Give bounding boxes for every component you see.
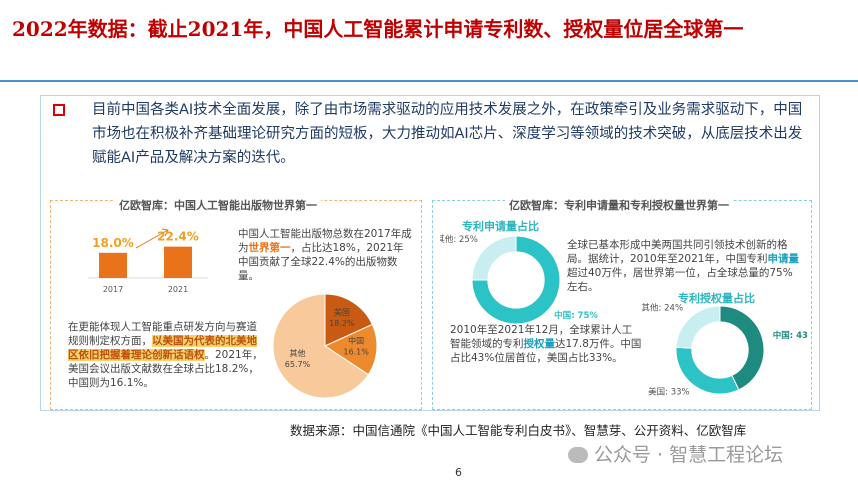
panel-heading: 亿欧智库：专利申请量和专利授权量世界第一 [505,197,733,213]
value-label: 43% [796,331,808,341]
category-label: 其他 [290,348,306,358]
text-block: 2010年至2021年12月，全球累计人工智能领域的专利授权量达17.8万件。中… [450,323,642,365]
value-label: 65.7% [285,360,311,369]
bar [164,246,192,278]
data-label: 22.4% [157,230,199,244]
chart-title: 专利授权量占比 [678,292,755,305]
category-label: 美国 [334,307,350,317]
category-label: 美国 [648,387,665,398]
title-rule [0,80,858,82]
highlight: 申请量 [767,253,799,265]
slice [471,235,561,325]
text: 超过40万件，居世界第一位，占全球总量的75%左右。 [567,267,793,293]
text-block: 中国人工智能出版物总数在2017年成为世界第一，占比达18%，2021年中国贡献… [238,227,413,283]
donut-chart: 中国: 75% 其他: 25% [440,234,598,325]
value-label: 18.2% [329,319,355,328]
watermark-text: 公众号 · 智慧工程论坛 [594,444,784,466]
value-label: 75% [578,311,599,321]
text: 。2021年，美国会议出版文献数在全球占比18.2%，中国则为16.1%。 [68,349,263,389]
trend-arrow [135,228,169,249]
text: 达17.8万件。中国占比43%位居首位，美国占比33%。 [450,338,642,364]
category-label: 中国 [348,335,364,345]
panel-heading: 亿欧智库：中国人工智能出版物世界第一 [115,197,321,213]
chart-title: 专利申请量占比 [462,220,539,233]
slice-label: 其他: 24% [642,303,684,314]
intro-text: 目前中国各类AI技术全面发展，除了由市场需求驱动的应用技术发展之外，在政策牵引及… [92,102,803,166]
text: 全球已基本形成中美两国共同引领技术创新的格局。据统计，2010年至2021年，中… [567,239,788,265]
bar-chart: 18.0% 2017 22.4% 2021 [88,228,208,294]
bullet [53,104,65,116]
slice [675,305,721,349]
pie-chart: 美国 18.2% 中国 16.1% 其他 65.7% [272,293,378,399]
value-label: 33% [671,388,690,398]
slice-label: 中国: 75% [554,310,598,321]
category-label: 其他 [642,303,660,314]
bar [99,252,127,278]
content-box [40,95,820,411]
page-number: 6 [455,466,462,479]
slice [323,323,378,376]
donut-chart: 中国: 43% 美国: 33% 其他: 24% [642,303,808,398]
text-block: 全球已基本形成中美两国共同引领技术创新的格局。据统计，2010年至2021年，中… [567,238,799,294]
category-label: 其他 [440,234,454,245]
x-tick-label: 2021 [168,285,188,294]
value-label: 16.1% [343,347,369,356]
text-block: 在更能体现人工智能重点研发方向与赛道规则制定权方面，以美国为代表的北美地区依旧把… [68,320,266,390]
slice-label: 其他: 25% [440,234,478,245]
text: ，占比达18%，2021年中国贡献了全球22.4%的出版物数量。 [238,242,404,282]
slice [324,293,373,347]
source-note: 数据来源：中国信通院《中国人工智能专利白皮书》、智慧芽、公开资料、亿欧智库 [290,423,747,438]
category-label: 中国 [554,310,571,321]
slice-label: 中国: 43% [773,330,808,341]
watermark: 公众号 · 智慧工程论坛 [568,440,783,467]
data-label: 18.0% [92,236,134,250]
text: 中国人工智能出版物总数在2017年成为 [238,228,412,254]
text: 在更能体现人工智能重点研发方向与赛道规则制定权方面， [68,321,257,347]
text: 2010年至2021年12月，全球累计人工智能领域的专利 [450,324,633,350]
value-label: 25% [459,235,478,245]
value-label: 24% [664,304,683,314]
slide-title: 2022年数据：截止2021年，中国人工智能累计申请专利数、授权量位居全球第一 [12,17,744,41]
x-tick-label: 2017 [103,285,123,294]
category-label: 中国 [773,330,790,341]
highlight: 世界第一 [248,242,291,254]
highlight: 授权量 [523,338,556,350]
slice-label: 美国: 33% [648,387,690,398]
slice [272,293,370,399]
slice [471,235,517,281]
